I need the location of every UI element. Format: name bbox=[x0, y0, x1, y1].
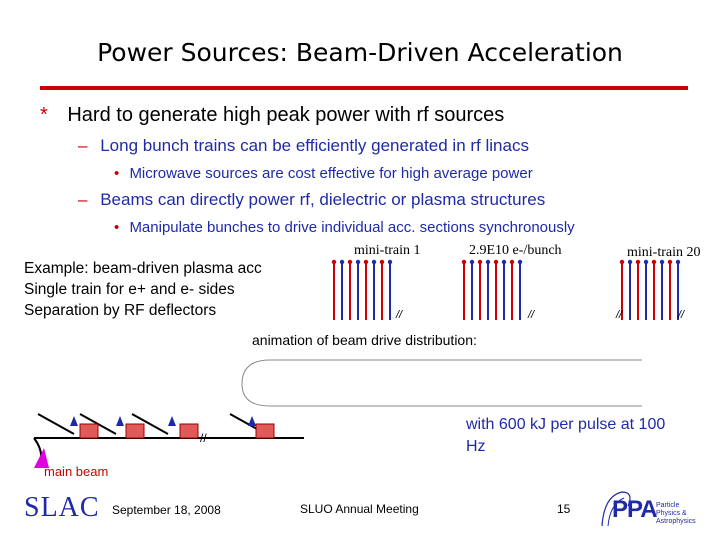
kick-arrow-icon bbox=[248, 416, 256, 426]
example-line-2: Single train for e+ and e- sides bbox=[24, 281, 235, 298]
bunch-pulse-cap bbox=[363, 259, 369, 265]
bunch-pulse-cap bbox=[635, 259, 641, 265]
bullet-1b1-text: Manipulate bunches to drive individual a… bbox=[129, 219, 575, 236]
ppa-logo-subtitle: Particle Physics & Astrophysics bbox=[656, 502, 696, 525]
bullet-1b1: • Manipulate bunches to drive individual… bbox=[114, 219, 575, 236]
train-label-last: mini-train 20 bbox=[627, 245, 701, 260]
train-label-bunch: 2.9E10 e-/bunch bbox=[469, 243, 562, 258]
bunch-pulse-cap bbox=[651, 259, 657, 265]
main-beam-label: main beam bbox=[44, 464, 109, 479]
drive-beam-loop bbox=[241, 359, 642, 407]
bunch-pulse-cap bbox=[643, 259, 649, 265]
plasma-cell bbox=[179, 423, 199, 439]
bunch-pulse-cap bbox=[501, 259, 507, 265]
dash-bullet-icon: – bbox=[78, 190, 88, 209]
bunch-pulse-cap bbox=[477, 259, 483, 265]
kicker-line bbox=[37, 413, 75, 435]
bunch-pulse-cap bbox=[339, 259, 345, 265]
bunch-pulse-cap bbox=[485, 259, 491, 265]
beamline-break-mark: // bbox=[200, 431, 207, 445]
bullet-1b-text: Beams can directly power rf, dielectric … bbox=[100, 190, 546, 209]
footer-meeting: SLUO Annual Meeting bbox=[300, 502, 419, 516]
bunch-pulse-cap bbox=[331, 259, 337, 265]
bunch-pulse-cap bbox=[667, 259, 673, 265]
bunch-pulse-cap bbox=[469, 259, 475, 265]
plasma-cell bbox=[79, 423, 99, 439]
title-divider bbox=[40, 86, 688, 90]
train-label-first: mini-train 1 bbox=[354, 243, 421, 258]
train-break-mark-4: // bbox=[677, 309, 685, 320]
beam-distribution-diagram: // bbox=[33, 359, 642, 468]
kicker-group bbox=[37, 413, 267, 435]
plasma-cell bbox=[125, 423, 145, 439]
bunch-pulse-cap bbox=[461, 259, 467, 265]
kick-arrow-icon bbox=[70, 416, 78, 426]
bullet-1a: – Long bunch trains can be efficiently g… bbox=[78, 136, 529, 156]
train-break-mark-1: // bbox=[395, 309, 403, 320]
bunch-pulse-cap bbox=[619, 259, 625, 265]
bunch-pulse-cap bbox=[509, 259, 515, 265]
bunch-pulse-cap bbox=[627, 259, 633, 265]
bunch-pulse-cap bbox=[387, 259, 393, 265]
plasma-cell bbox=[255, 423, 275, 439]
kick-arrow-icon bbox=[168, 416, 176, 426]
animation-label: animation of beam drive distribution: bbox=[252, 332, 477, 348]
slac-logo: SLAC bbox=[24, 492, 100, 523]
dot-bullet-icon: • bbox=[114, 219, 120, 236]
bullet-1a1: • Microwave sources are cost effective f… bbox=[114, 165, 533, 182]
bunch-pulse-cap bbox=[493, 259, 499, 265]
dash-bullet-icon: – bbox=[78, 136, 88, 155]
bunch-pulse-cap bbox=[355, 259, 361, 265]
train-break-mark-3: // bbox=[615, 309, 623, 320]
example-text-block: Example: beam-driven plasma acc Single t… bbox=[24, 258, 262, 321]
kicker-line bbox=[131, 413, 169, 435]
bunch-pulse-cap bbox=[347, 259, 353, 265]
bunch-pulse-cap bbox=[675, 259, 681, 265]
main-beam-arrow-icon bbox=[34, 448, 49, 468]
bullet-1b: – Beams can directly power rf, dielectri… bbox=[78, 190, 545, 210]
bunch-pulse-cap bbox=[659, 259, 665, 265]
train-break-mark-2: // bbox=[527, 309, 535, 320]
plasma-cells bbox=[79, 423, 275, 439]
energy-note: with 600 kJ per pulse at 100 Hz bbox=[466, 416, 666, 455]
bunch-pulse-cap bbox=[517, 259, 523, 265]
bunch-pulse-cap bbox=[379, 259, 385, 265]
bunch-train-pulses bbox=[331, 259, 681, 320]
bunch-train-diagram: // // // // bbox=[331, 259, 685, 320]
footer-date: September 18, 2008 bbox=[112, 503, 221, 517]
dot-bullet-icon: • bbox=[114, 165, 120, 182]
bullet-1a-text: Long bunch trains can be efficiently gen… bbox=[100, 136, 529, 155]
footer-page-number: 15 bbox=[557, 502, 571, 516]
bullet-1a1-text: Microwave sources are cost effective for… bbox=[129, 165, 533, 182]
kick-arrow-icon bbox=[116, 416, 124, 426]
example-line-1: Example: beam-driven plasma acc bbox=[24, 260, 262, 277]
ppa-logo-text: PPA bbox=[612, 496, 658, 523]
page-title: Power Sources: Beam-Driven Acceleration bbox=[97, 38, 623, 67]
bullet-1-text: Hard to generate high peak power with rf… bbox=[67, 104, 505, 126]
ppa-logo-icon bbox=[601, 491, 631, 527]
bullet-1: * Hard to generate high peak power with … bbox=[40, 104, 504, 127]
asterisk-bullet-icon: * bbox=[40, 104, 48, 126]
bunch-pulse-cap bbox=[371, 259, 377, 265]
example-line-3: Separation by RF deflectors bbox=[24, 302, 217, 319]
